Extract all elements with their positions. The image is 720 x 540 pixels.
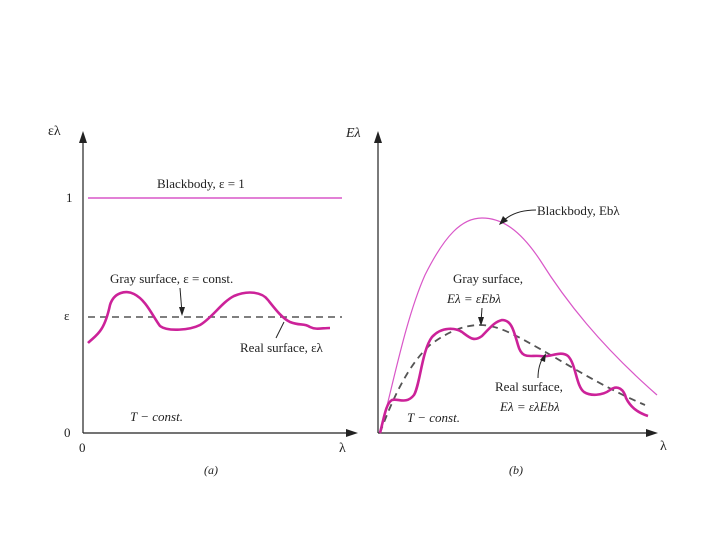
panel-a-tick-zero-y: 0 <box>64 425 71 440</box>
panel-a-gray-pointer-head <box>179 307 185 316</box>
panel-b-real-label-line1: Real surface, <box>495 379 563 394</box>
panel-a-real-label: Real surface, ελ <box>240 340 324 355</box>
panel-b-x-axis-label: λ <box>660 439 667 454</box>
panel-a-tick-eps: ε <box>64 308 70 323</box>
panel-a-x-arrow <box>346 429 358 437</box>
panel-b-real-label-line2: Eλ = ελEbλ <box>499 399 560 414</box>
panel-b-real-pointer-head <box>540 353 546 362</box>
panel-b-y-arrow <box>374 131 382 143</box>
panel-b-blackbody-pointer-head <box>499 216 508 225</box>
panel-a-blackbody-label: Blackbody, ε = 1 <box>157 176 245 191</box>
panel-b-gray-pointer-head <box>478 317 484 326</box>
panel-b-blackbody-label: Blackbody, Ebλ <box>537 203 620 218</box>
panel-a-y-arrow <box>79 131 87 143</box>
panel-b-condition: T − const. <box>407 410 460 425</box>
panel-b: Eλ λ Blackbody, Ebλ Gray surface, Eλ = ε… <box>345 126 667 477</box>
panel-b-gray-label-line1: Gray surface, <box>453 271 523 286</box>
panel-b-y-axis-label: Eλ <box>345 126 361 141</box>
panel-a-condition: T − const. <box>130 409 183 424</box>
panel-a: ελ λ 1 ε 0 0 Blackbody, ε = 1 Gray surfa… <box>48 124 358 477</box>
panel-a-real-pointer <box>275 321 285 339</box>
panel-a-tick-one: 1 <box>66 190 73 205</box>
panel-a-x-axis-label: λ <box>339 441 346 456</box>
panel-b-blackbody-curve <box>379 217 658 434</box>
panel-a-real-curve <box>87 290 331 344</box>
panel-b-real-curve <box>378 318 649 434</box>
panel-b-caption: (b) <box>509 463 523 477</box>
panel-b-gray-curve <box>379 324 646 434</box>
panel-b-gray-label-line2: Eλ = εEbλ <box>446 291 501 306</box>
panel-a-caption: (a) <box>204 463 218 477</box>
panel-a-gray-label: Gray surface, ε = const. <box>110 271 233 286</box>
panel-a-y-axis-label: ελ <box>48 124 61 139</box>
panel-a-tick-zero-x: 0 <box>79 440 86 455</box>
panel-b-x-arrow <box>646 429 658 437</box>
